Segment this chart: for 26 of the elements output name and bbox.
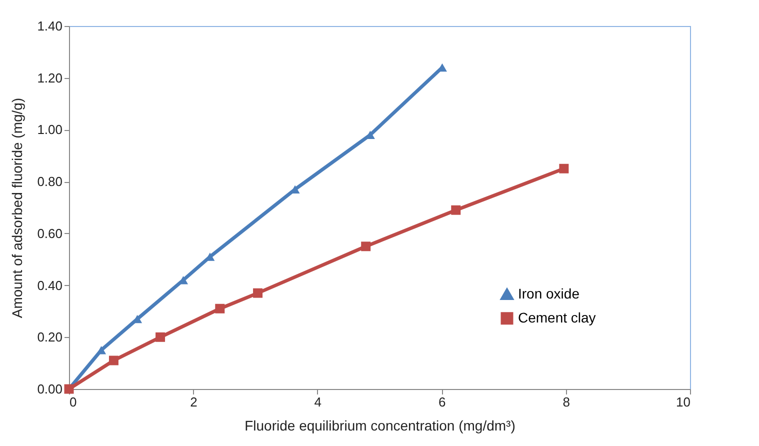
y-tick-label: 0.00: [37, 382, 62, 396]
y-tick-label: 0.60: [37, 226, 62, 241]
y-tick-label: 0.20: [37, 330, 62, 345]
y-tick-label: 1.20: [37, 70, 62, 86]
point: [559, 164, 569, 174]
legend-label: Cement clay: [518, 309, 596, 326]
x-tick-label: 8: [562, 394, 570, 410]
x-tick-label: 2: [190, 394, 198, 410]
y-tick-label: 1.00: [37, 122, 62, 138]
point: [361, 242, 371, 252]
x-tick-label: 10: [676, 394, 690, 410]
point: [96, 346, 106, 354]
y-tick-label: 0.40: [37, 278, 62, 293]
y-tick-label: 0.80: [37, 174, 62, 190]
legend-label: Iron oxide: [518, 285, 580, 302]
y-tick-label: 1.40: [37, 18, 62, 34]
point: [253, 288, 263, 298]
point: [156, 332, 166, 342]
point: [451, 205, 461, 215]
x-tick-label: 4: [314, 394, 322, 410]
x-tick-label: 0: [70, 394, 77, 410]
x-tick-label: 6: [438, 394, 446, 410]
point: [215, 304, 225, 314]
x-axis-title: Fluoride equilibrium concentration (mg/dm³): [244, 418, 516, 434]
y-axis-title: Amount of adsorbed fluoride (mg/g): [9, 98, 26, 318]
point: [108, 356, 118, 366]
